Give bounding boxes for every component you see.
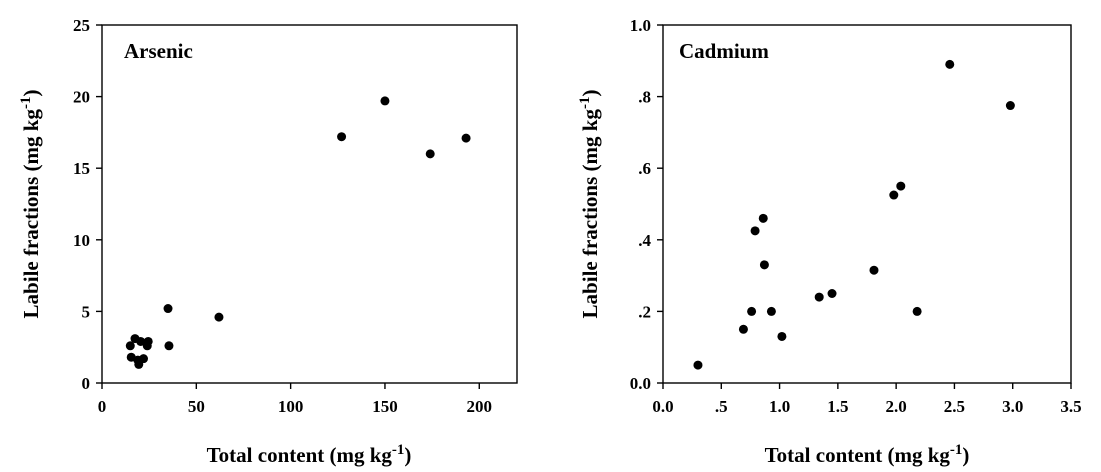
cadmium-y-axis-label-end: ) bbox=[578, 90, 602, 97]
cadmium-x-axis: 0.0 .5 1.0 1.5 2.0 2.5 3.0 3.5 bbox=[652, 383, 1082, 416]
cadmium-data-point bbox=[747, 306, 757, 316]
arsenic-x-axis-label: Total content (mg kg-1) bbox=[207, 442, 412, 467]
cadmium-data-point bbox=[758, 213, 768, 223]
cadmium-data-point bbox=[869, 265, 879, 275]
arsenic-y-axis: 0 5 10 15 20 25 bbox=[73, 16, 102, 393]
arsenic-data-point bbox=[143, 336, 153, 346]
cadmium-x-tick-label: 3.0 bbox=[1002, 397, 1023, 416]
cadmium-y-tick-label: .8 bbox=[638, 88, 651, 107]
cadmium-x-tick-label: .5 bbox=[715, 397, 728, 416]
arsenic-y-tick-label: 5 bbox=[82, 302, 91, 321]
arsenic-x-tick-label: 150 bbox=[372, 397, 398, 416]
arsenic-x-tick-label: 200 bbox=[467, 397, 493, 416]
cadmium-data-point bbox=[777, 331, 787, 341]
arsenic-data-point bbox=[425, 149, 435, 159]
arsenic-x-axis-label-text: Total content (mg kg bbox=[207, 443, 393, 467]
cadmium-data-point bbox=[693, 360, 703, 370]
cadmium-y-tick-label: .6 bbox=[638, 159, 651, 178]
arsenic-panel-title: Arsenic bbox=[124, 39, 193, 63]
cadmium-data-point bbox=[945, 59, 955, 69]
arsenic-data-point bbox=[139, 354, 148, 364]
arsenic-y-axis-label-end: ) bbox=[19, 90, 43, 97]
cadmium-data-point bbox=[814, 292, 824, 302]
arsenic-y-axis-label: Labile fractions (mg kg-1) bbox=[18, 90, 43, 319]
arsenic-y-axis-label-sup: -1 bbox=[18, 97, 34, 110]
cadmium-data-point bbox=[827, 289, 837, 298]
arsenic-x-axis-label-end: ) bbox=[404, 443, 411, 467]
arsenic-data-point bbox=[164, 341, 174, 351]
cadmium-y-tick-label: .4 bbox=[638, 231, 651, 250]
arsenic-points bbox=[125, 96, 471, 369]
cadmium-data-point bbox=[896, 181, 906, 191]
arsenic-data-point bbox=[214, 312, 224, 322]
cadmium-data-point bbox=[750, 226, 760, 236]
arsenic-data-point bbox=[461, 133, 471, 143]
arsenic-x-tick-label: 0 bbox=[98, 397, 107, 416]
arsenic-data-point bbox=[337, 132, 347, 142]
cadmium-y-axis-label: Labile fractions (mg kg-1) bbox=[577, 90, 602, 319]
cadmium-y-axis: 0.0 .2 .4 .6 .8 1.0 bbox=[630, 16, 663, 393]
cadmium-x-tick-label: 1.0 bbox=[769, 397, 790, 416]
arsenic-x-axis-label-sup: -1 bbox=[392, 442, 405, 458]
cadmium-x-axis-label-end: ) bbox=[962, 443, 969, 467]
arsenic-y-tick-label: 20 bbox=[73, 88, 90, 107]
arsenic-data-point bbox=[163, 304, 173, 314]
cadmium-points bbox=[693, 59, 1015, 370]
cadmium-data-point bbox=[766, 306, 776, 316]
cadmium-data-point bbox=[738, 324, 748, 334]
arsenic-plot-frame bbox=[101, 24, 518, 384]
arsenic-data-point bbox=[125, 341, 135, 351]
arsenic-y-tick-label: 25 bbox=[73, 16, 90, 35]
cadmium-plot-frame bbox=[662, 24, 1072, 384]
arsenic-x-axis: 0 50 100 150 200 bbox=[98, 383, 492, 416]
arsenic-y-tick-label: 0 bbox=[82, 374, 91, 393]
cadmium-data-point bbox=[889, 190, 899, 200]
cadmium-x-axis-label: Total content (mg kg-1) bbox=[765, 442, 970, 467]
cadmium-y-tick-label: 0.0 bbox=[630, 374, 651, 393]
arsenic-data-point bbox=[136, 336, 146, 346]
cadmium-y-axis-label-text: Labile fractions (mg kg bbox=[578, 109, 602, 319]
cadmium-x-tick-label: 3.5 bbox=[1060, 397, 1081, 416]
arsenic-x-tick-label: 100 bbox=[278, 397, 304, 416]
arsenic-panel: Arsenic 0 50 100 150 200 0 5 10 15 20 25 Total co… bbox=[18, 16, 518, 467]
arsenic-y-axis-label-text: Labile fractions (mg kg bbox=[19, 109, 43, 319]
cadmium-x-tick-label: 2.0 bbox=[886, 397, 907, 416]
arsenic-y-tick-label: 15 bbox=[73, 159, 90, 178]
cadmium-x-tick-label: 2.5 bbox=[944, 397, 965, 416]
cadmium-data-point bbox=[759, 260, 769, 270]
cadmium-panel: Cadmium 0.0 .5 1.0 1.5 2.0 2.5 3.0 3.5 0.0 .2 .4.… bbox=[577, 16, 1082, 467]
cadmium-x-axis-label-sup: -1 bbox=[950, 442, 963, 458]
cadmium-data-point bbox=[912, 306, 922, 316]
arsenic-x-tick-label: 50 bbox=[188, 397, 205, 416]
arsenic-data-point bbox=[380, 96, 390, 106]
cadmium-x-tick-label: 0.0 bbox=[652, 397, 673, 416]
cadmium-data-point bbox=[1005, 101, 1015, 111]
cadmium-x-axis-label-text: Total content (mg kg bbox=[765, 443, 951, 467]
cadmium-y-tick-label: .2 bbox=[638, 302, 651, 321]
cadmium-x-tick-label: 1.5 bbox=[827, 397, 848, 416]
cadmium-panel-title: Cadmium bbox=[679, 39, 769, 63]
cadmium-y-axis-label-sup: -1 bbox=[577, 97, 593, 110]
cadmium-y-tick-label: 1.0 bbox=[630, 16, 651, 35]
arsenic-y-tick-label: 10 bbox=[73, 231, 90, 250]
